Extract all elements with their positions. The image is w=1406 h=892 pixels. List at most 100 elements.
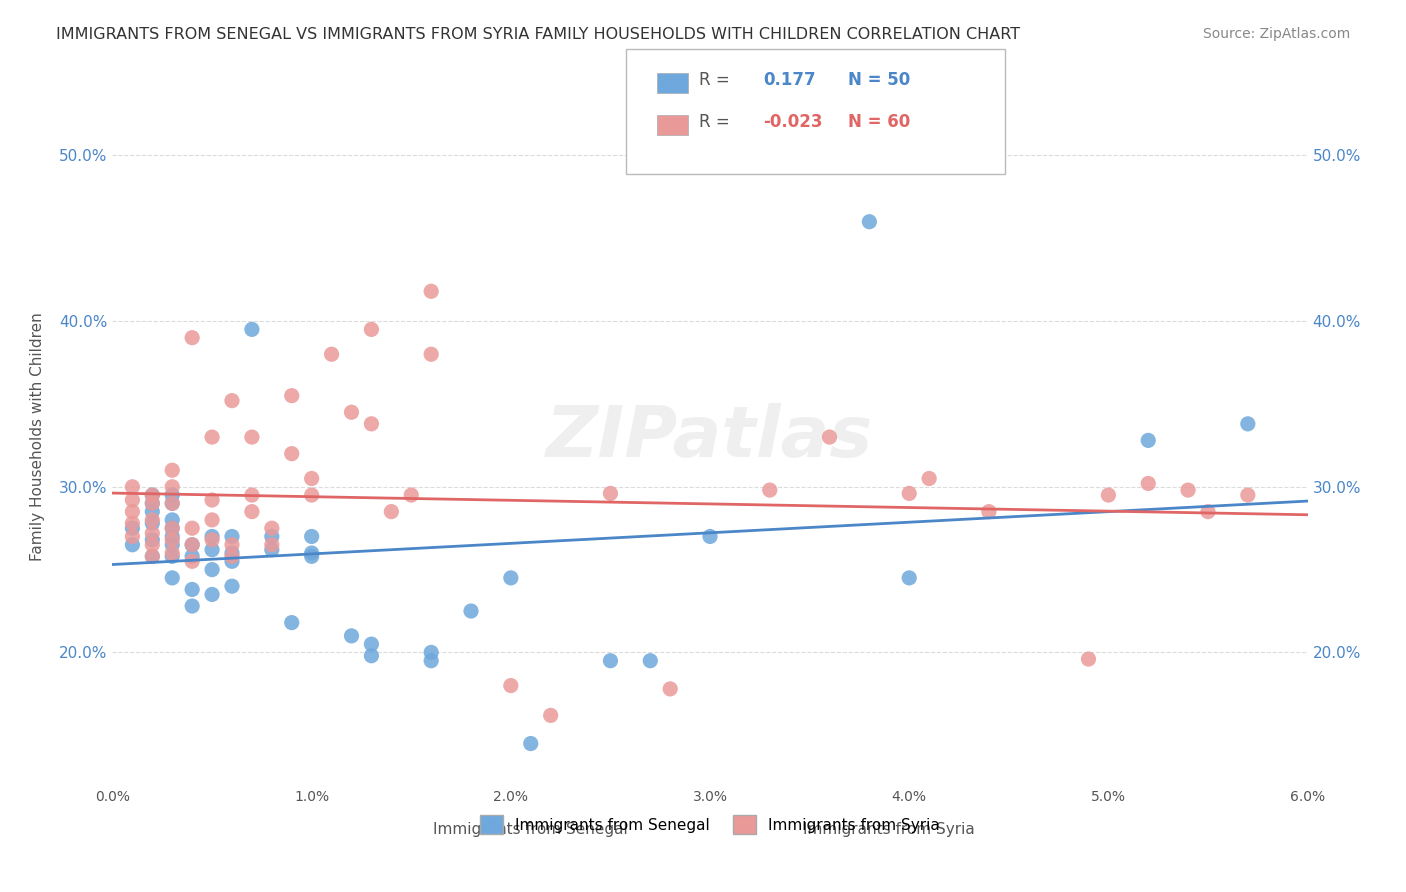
- Point: [141, 549, 163, 564]
- Point: [499, 571, 522, 585]
- Point: [420, 347, 443, 361]
- Point: [141, 538, 163, 552]
- Point: [321, 347, 343, 361]
- Text: N = 50: N = 50: [848, 71, 910, 89]
- Point: [301, 549, 323, 564]
- Point: [141, 549, 163, 564]
- Point: [340, 405, 363, 419]
- Point: [141, 533, 163, 547]
- Point: [121, 521, 143, 535]
- Point: [201, 513, 224, 527]
- Point: [260, 521, 283, 535]
- Point: [1077, 652, 1099, 666]
- Text: Immigrants from Syria: Immigrants from Syria: [803, 822, 976, 837]
- Point: [141, 496, 163, 510]
- Point: [360, 322, 382, 336]
- Point: [898, 571, 921, 585]
- Point: [240, 430, 263, 444]
- Point: [162, 549, 183, 564]
- Point: [1197, 505, 1219, 519]
- Point: [121, 505, 143, 519]
- Point: [699, 529, 721, 543]
- Point: [162, 546, 183, 560]
- Point: [360, 417, 382, 431]
- Point: [260, 542, 283, 557]
- Point: [858, 215, 880, 229]
- Point: [301, 529, 323, 543]
- Point: [301, 546, 323, 560]
- Point: [221, 554, 243, 568]
- Point: [141, 526, 163, 541]
- Point: [121, 493, 143, 508]
- Point: [301, 488, 323, 502]
- Point: [599, 654, 621, 668]
- Point: [221, 529, 243, 543]
- Point: [360, 648, 382, 663]
- Point: [201, 563, 224, 577]
- Point: [240, 322, 263, 336]
- Point: [918, 471, 941, 485]
- Point: [1237, 488, 1260, 502]
- Point: [898, 486, 921, 500]
- Point: [162, 521, 183, 535]
- Point: [1177, 483, 1199, 497]
- Point: [121, 516, 143, 531]
- Point: [181, 554, 204, 568]
- Point: [201, 533, 224, 547]
- Point: [141, 496, 163, 510]
- Point: [141, 516, 163, 531]
- Point: [141, 488, 163, 502]
- Point: [281, 447, 304, 461]
- Point: [599, 486, 621, 500]
- Point: [1137, 434, 1160, 448]
- Point: [162, 538, 183, 552]
- Text: ZIPatlas: ZIPatlas: [547, 402, 873, 472]
- Point: [420, 654, 443, 668]
- Text: -0.023: -0.023: [763, 113, 823, 131]
- Point: [221, 538, 243, 552]
- Point: [162, 463, 183, 477]
- Point: [1137, 476, 1160, 491]
- Point: [181, 582, 204, 597]
- Point: [640, 654, 662, 668]
- Point: [201, 493, 224, 508]
- Point: [260, 529, 283, 543]
- Point: [759, 483, 782, 497]
- Text: 0.177: 0.177: [763, 71, 815, 89]
- Point: [121, 538, 143, 552]
- Point: [221, 393, 243, 408]
- Point: [301, 471, 323, 485]
- Point: [141, 505, 163, 519]
- Text: R =: R =: [699, 113, 730, 131]
- Point: [181, 538, 204, 552]
- Point: [340, 629, 363, 643]
- Point: [181, 538, 204, 552]
- Point: [499, 679, 522, 693]
- Point: [141, 488, 163, 502]
- Point: [401, 488, 423, 502]
- Point: [121, 529, 143, 543]
- Point: [121, 480, 143, 494]
- Point: [221, 549, 243, 564]
- Point: [240, 488, 263, 502]
- Y-axis label: Family Households with Children: Family Households with Children: [31, 313, 45, 561]
- Point: [221, 579, 243, 593]
- Point: [181, 331, 204, 345]
- Point: [181, 599, 204, 613]
- Point: [281, 389, 304, 403]
- Point: [240, 505, 263, 519]
- Point: [201, 529, 224, 543]
- Text: IMMIGRANTS FROM SENEGAL VS IMMIGRANTS FROM SYRIA FAMILY HOUSEHOLDS WITH CHILDREN: IMMIGRANTS FROM SENEGAL VS IMMIGRANTS FR…: [56, 27, 1021, 42]
- Point: [380, 505, 402, 519]
- Point: [1097, 488, 1119, 502]
- Text: R =: R =: [699, 71, 730, 89]
- Point: [818, 430, 841, 444]
- Point: [181, 549, 204, 564]
- Point: [162, 521, 183, 535]
- Point: [420, 285, 443, 299]
- Legend: Immigrants from Senegal, Immigrants from Syria: Immigrants from Senegal, Immigrants from…: [474, 809, 946, 840]
- Point: [260, 538, 283, 552]
- Point: [162, 496, 183, 510]
- Point: [977, 505, 1000, 519]
- Point: [162, 533, 183, 547]
